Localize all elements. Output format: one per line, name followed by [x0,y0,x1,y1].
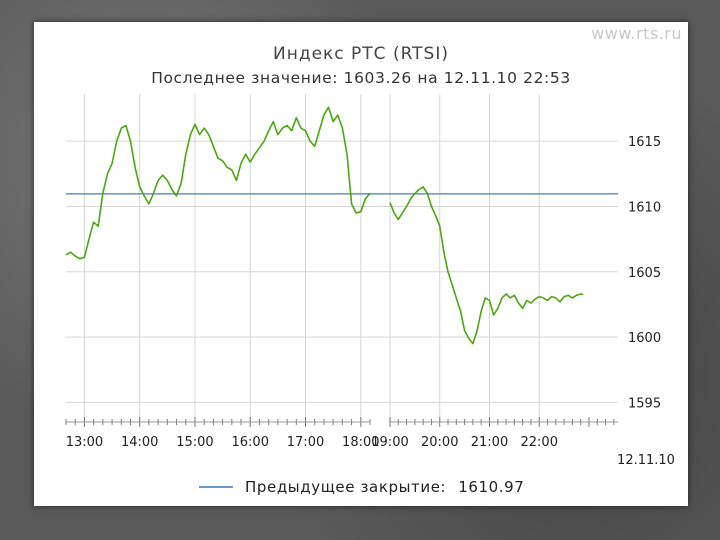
chart-plot: 1595 1600 1605 1610 1615 13:00 14:00 15:00 16:00… [65,94,675,468]
chart-title: Индекс РТС (RTSI) [272,44,449,64]
series-line [65,106,371,260]
y-tick-label: 1615 [628,135,661,150]
legend-swatch [199,486,233,488]
series-line [389,186,584,345]
legend-value: 1610.97 [458,478,525,496]
chart-subtitle: Последнее значение: 1603.26 на 12.11.10 … [151,69,571,87]
y-tick-label: 1605 [628,266,661,281]
watermark: www.rts.ru [591,24,682,43]
x-tick-label: 22:00 [521,435,558,450]
date-label: 12.11.10 [617,453,675,468]
chart-card: www.rts.ru Индекс РТС (RTSI) Последнее з… [34,22,688,506]
x-tick-label: 17:00 [287,435,324,450]
x-tick-label: 14:00 [121,435,158,450]
x-tick-label: 16:00 [232,435,269,450]
legend: Предыдущее закрытие: 1610.97 [199,477,524,497]
y-tick-label: 1610 [628,200,661,215]
x-tick-label: 19:00 [371,435,408,450]
y-tick-label: 1600 [628,331,661,346]
x-tick-label: 21:00 [471,435,508,450]
x-tick-label: 18:00 [342,435,379,450]
legend-label: Предыдущее закрытие: [245,478,447,496]
x-tick-label: 15:00 [176,435,213,450]
x-tick-label: 20:00 [421,435,458,450]
x-tick-label: 13:00 [66,435,103,450]
y-tick-label: 1595 [628,396,661,411]
